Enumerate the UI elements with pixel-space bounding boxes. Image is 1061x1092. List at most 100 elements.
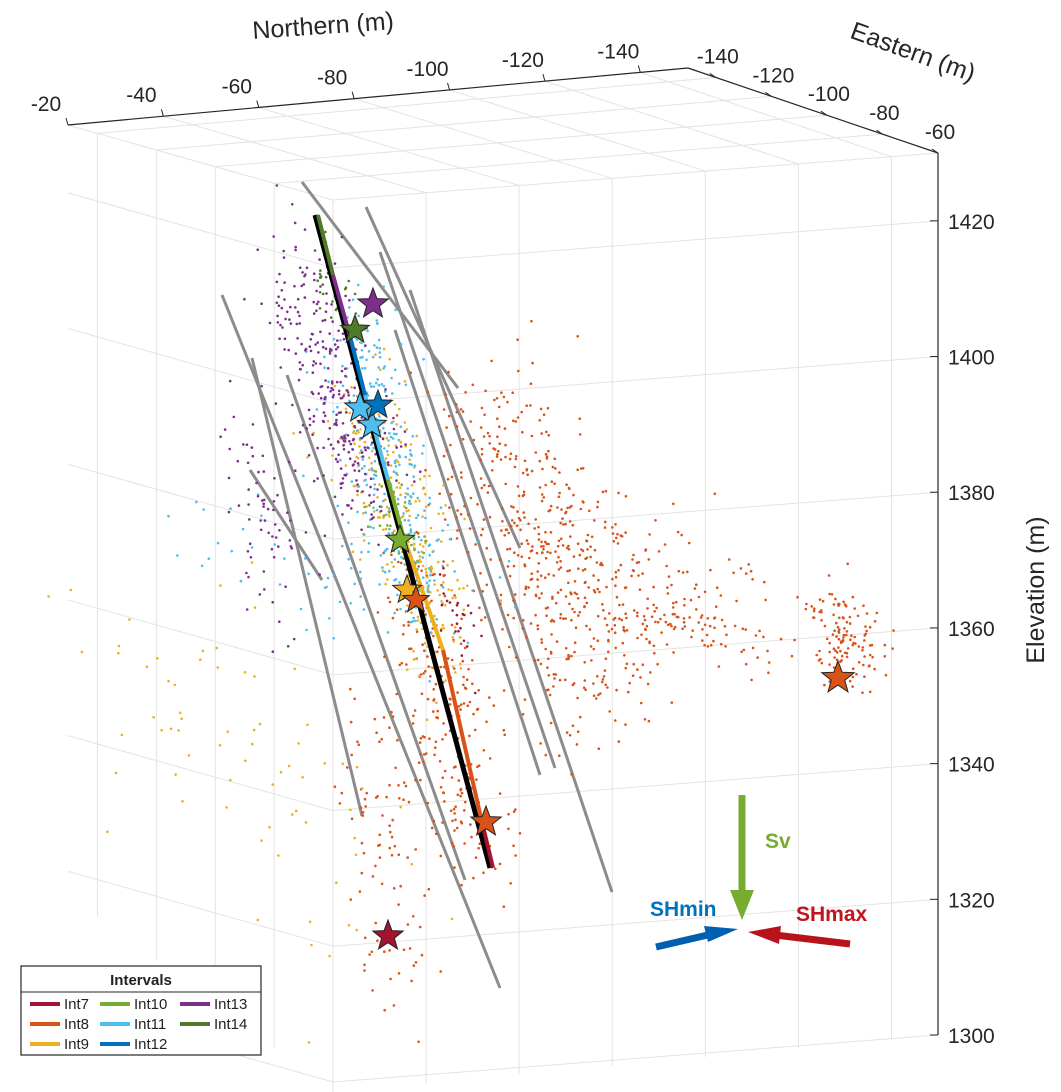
event-point: [248, 542, 252, 545]
event-point: [427, 567, 431, 570]
event-point: [422, 760, 425, 764]
event-point: [483, 413, 486, 417]
event-point: [318, 573, 321, 576]
event-point: [346, 434, 350, 437]
event-point: [415, 516, 418, 520]
event-point: [535, 551, 539, 555]
event-point: [649, 671, 652, 674]
event-point: [392, 529, 396, 532]
event-point: [522, 490, 526, 494]
event-point: [350, 362, 353, 365]
event-point: [341, 762, 345, 766]
event-point: [403, 430, 407, 433]
event-point: [439, 785, 443, 789]
event-point: [391, 437, 395, 440]
event-point: [723, 625, 727, 628]
event-point: [272, 555, 276, 559]
event-point: [360, 341, 363, 345]
event-point: [871, 655, 874, 659]
event-point: [676, 530, 680, 534]
event-point: [260, 384, 263, 388]
event-point: [383, 431, 387, 435]
event-point: [250, 446, 254, 449]
event-point: [340, 791, 344, 795]
event-point: [596, 614, 600, 618]
event-point: [843, 603, 847, 606]
grid-line-top-n: [354, 98, 613, 179]
event-point: [392, 470, 396, 474]
grid-line-top-n: [544, 80, 799, 165]
event-point: [403, 505, 406, 508]
event-point: [169, 727, 173, 731]
event-point: [525, 468, 529, 471]
event-point: [557, 539, 561, 543]
event-point: [395, 486, 399, 489]
event-point: [440, 603, 444, 607]
event-point: [530, 549, 534, 552]
event-point: [596, 505, 599, 509]
event-point: [349, 602, 353, 605]
event-point: [374, 921, 378, 925]
event-point: [319, 396, 323, 400]
event-point: [554, 550, 557, 553]
event-point: [349, 898, 353, 901]
event-point: [383, 447, 386, 450]
event-point: [793, 638, 796, 642]
event-point: [717, 665, 721, 668]
event-point: [834, 649, 837, 652]
event-point: [623, 586, 627, 590]
event-point: [430, 826, 434, 830]
event-point: [473, 728, 477, 732]
event-point: [507, 645, 511, 649]
y-axis-label: Eastern (m): [847, 17, 979, 88]
event-point: [236, 459, 240, 463]
event-point: [549, 551, 552, 555]
event-point: [272, 500, 276, 503]
event-point: [286, 645, 290, 648]
event-point: [452, 632, 456, 635]
event-point: [612, 618, 615, 621]
event-point: [453, 625, 457, 629]
well-segment: [349, 339, 367, 396]
event-point: [383, 570, 387, 574]
event-point: [539, 742, 542, 745]
event-point: [447, 370, 450, 374]
event-point: [672, 601, 675, 605]
z-axis-label: Elevation (m): [1022, 516, 1050, 663]
legend-label: Int7: [64, 996, 89, 1013]
event-point: [474, 856, 478, 859]
event-point: [741, 627, 745, 631]
event-point: [461, 659, 465, 663]
event-point: [426, 801, 430, 805]
event-point: [216, 541, 220, 545]
event-point: [404, 383, 408, 387]
event-point: [337, 411, 341, 415]
event-point: [416, 513, 420, 517]
event-point: [400, 561, 403, 565]
event-point: [498, 442, 502, 446]
event-point: [382, 384, 386, 388]
event-point: [573, 650, 576, 654]
event-point: [366, 329, 369, 333]
event-point: [601, 603, 604, 606]
event-point: [559, 616, 562, 620]
grid-line-side-z: [67, 735, 334, 812]
grid-line-top-n: [67, 124, 334, 201]
grid-line-back-z: [332, 220, 939, 269]
event-point: [312, 414, 316, 418]
event-point: [480, 453, 484, 456]
well-segment: [363, 394, 390, 481]
event-point: [697, 621, 700, 624]
event-point: [355, 928, 359, 932]
event-point: [884, 673, 888, 677]
event-point: [534, 451, 538, 454]
event-point: [363, 963, 366, 967]
event-point: [419, 737, 423, 740]
event-point: [413, 548, 416, 552]
event-point: [369, 501, 373, 505]
event-point: [496, 417, 499, 421]
event-point: [201, 649, 205, 653]
event-point: [491, 460, 494, 463]
event-point: [294, 306, 297, 309]
